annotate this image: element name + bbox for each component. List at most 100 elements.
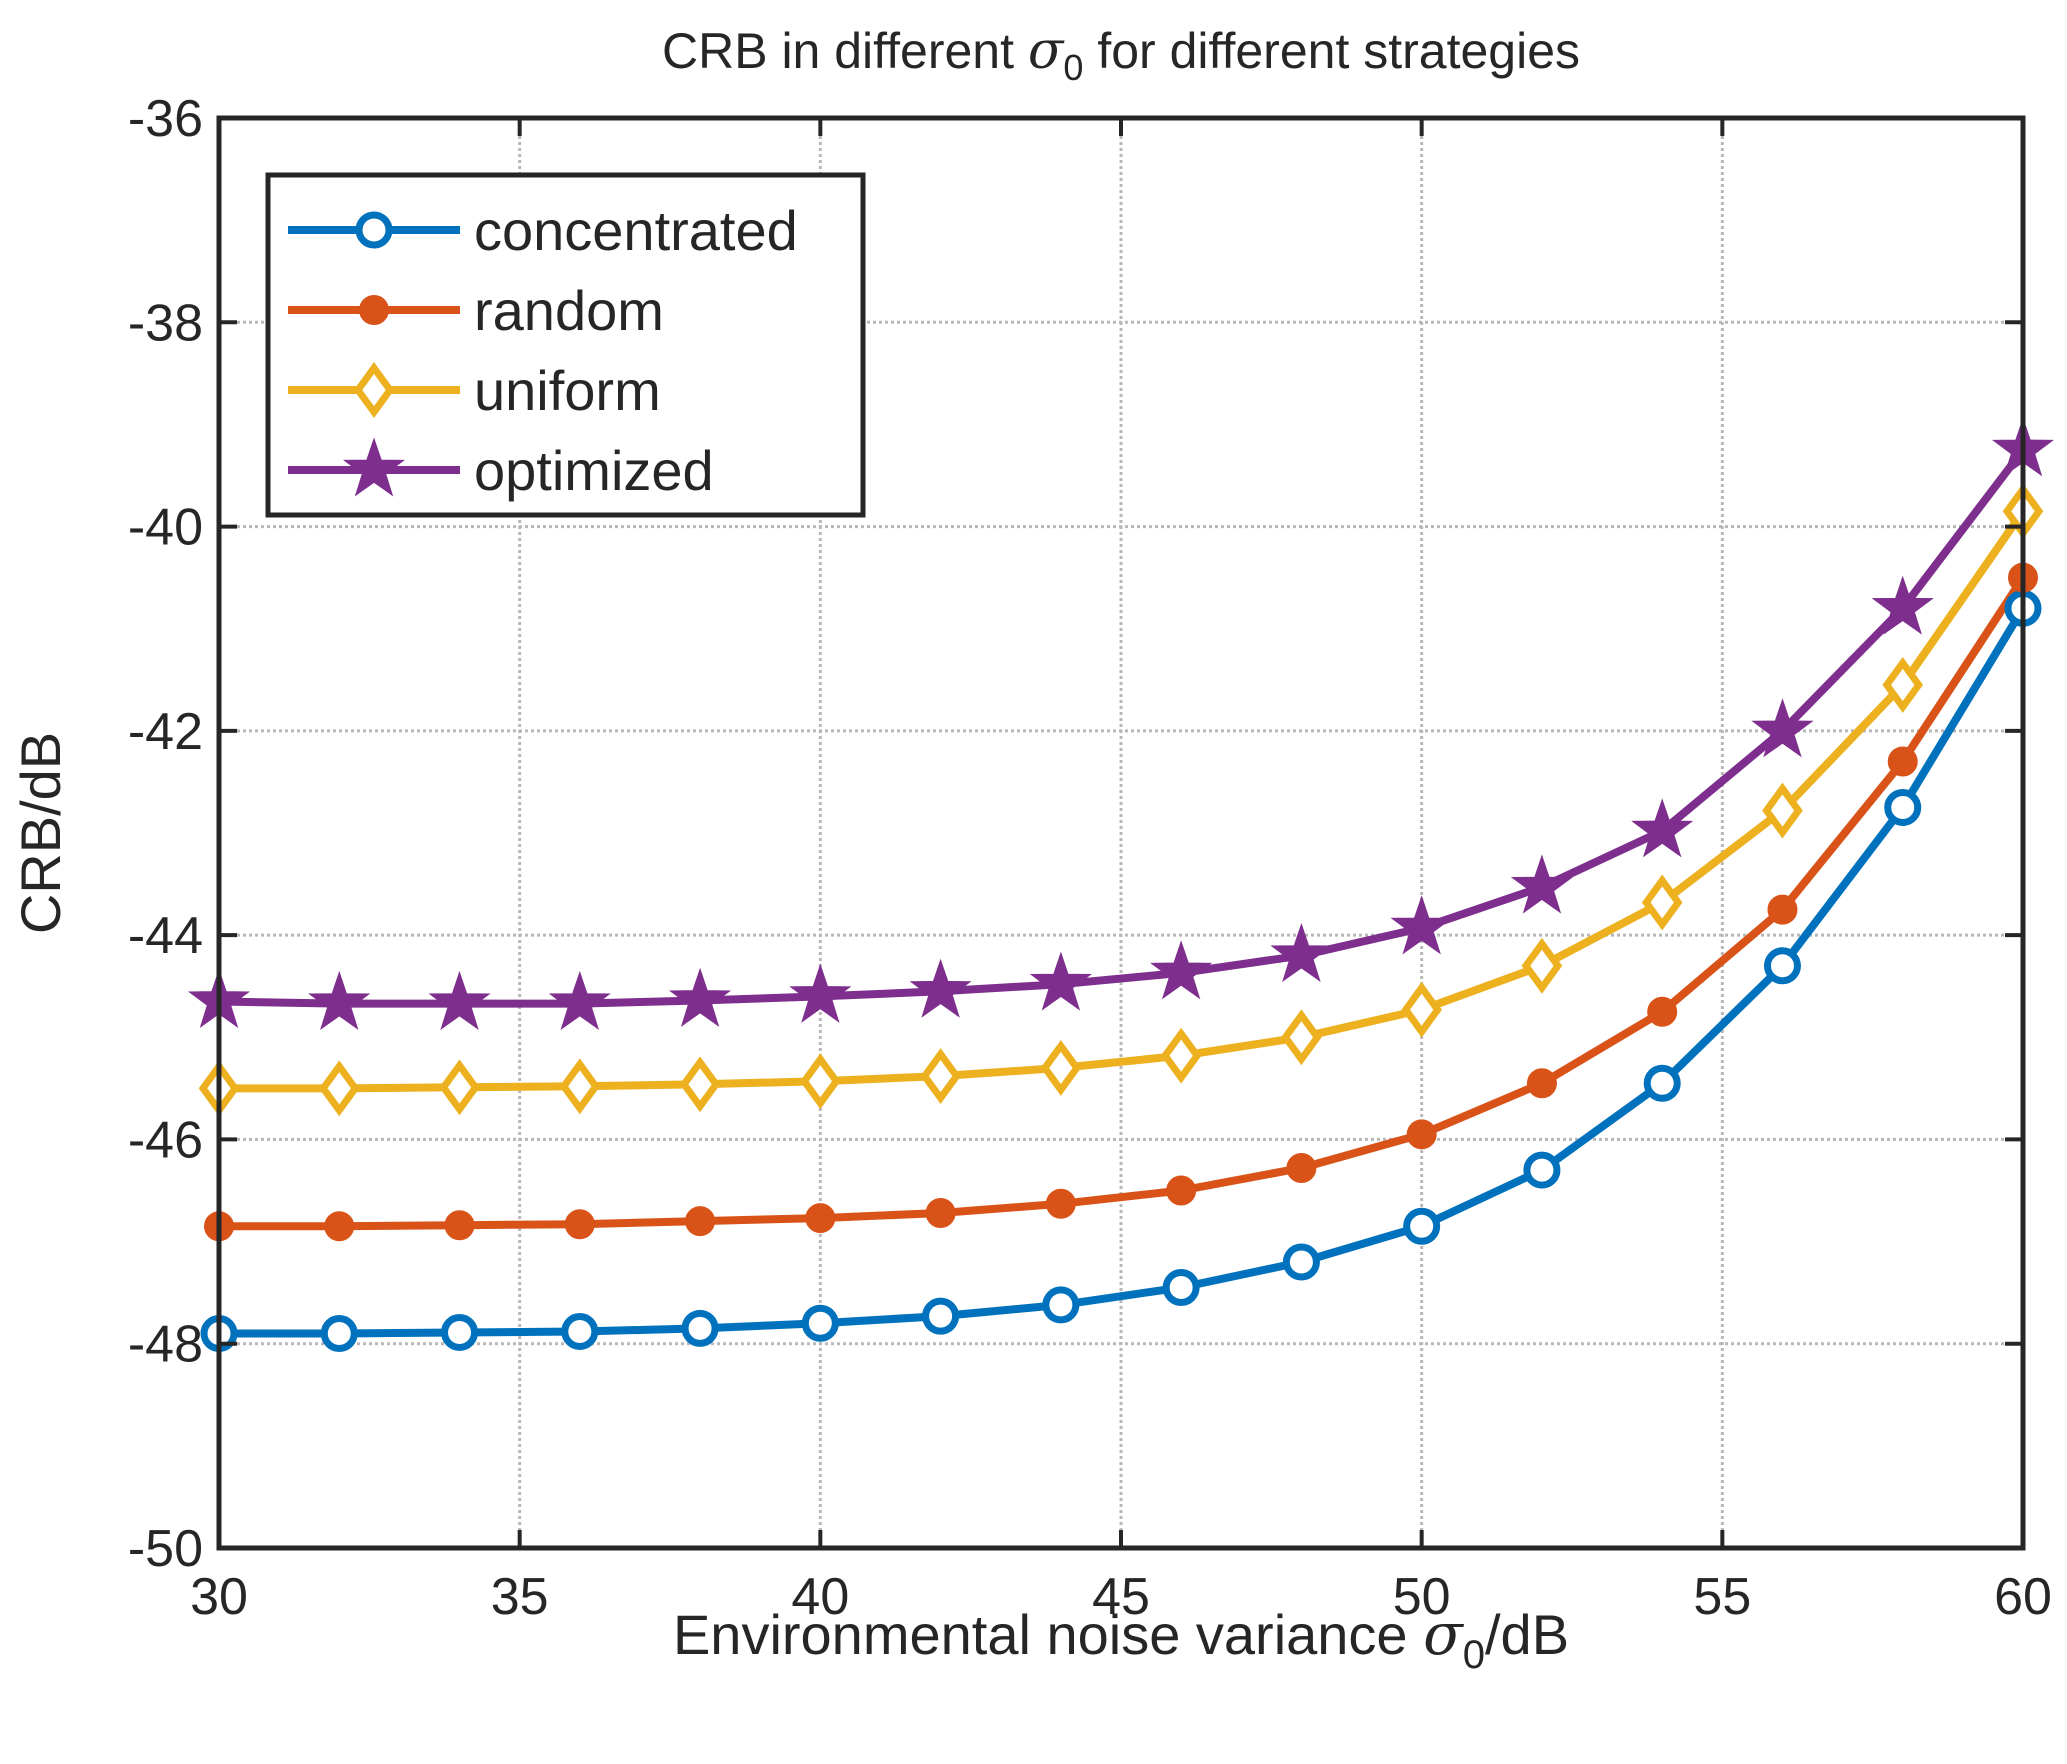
legend-label-random: random xyxy=(474,279,664,342)
series-line-optimized xyxy=(215,446,2027,1008)
x-axis-label-symbol: σ xyxy=(1423,1600,1464,1668)
data-point-optimized xyxy=(548,970,611,1030)
data-point-optimized xyxy=(308,970,371,1030)
legend-marker-concentrated xyxy=(355,211,393,249)
y-tick-label: -36 xyxy=(128,90,203,148)
data-point-concentrated xyxy=(922,1297,960,1335)
legend-marker-optimized xyxy=(342,437,406,497)
y-tick-label: -48 xyxy=(128,1316,203,1374)
data-point-uniform xyxy=(1401,981,1442,1038)
x-tick-label: 30 xyxy=(190,1568,248,1626)
data-point-random xyxy=(685,1206,716,1237)
data-point-uniform xyxy=(559,1058,601,1115)
chart-title: CRB in different σ0 for different strate… xyxy=(662,21,1580,88)
legend-entry-random: random xyxy=(288,279,664,342)
data-point-optimized xyxy=(428,970,491,1030)
series-lines xyxy=(215,446,2027,1338)
data-point-random xyxy=(1647,996,1678,1027)
data-point-uniform xyxy=(1281,1009,1322,1066)
x-tick-label: 60 xyxy=(1994,1568,2052,1626)
data-point-random xyxy=(1887,746,1918,777)
grid xyxy=(219,118,2023,1548)
legend-label-uniform: uniform xyxy=(474,359,661,422)
chart-title-prefix: CRB in different xyxy=(662,23,1028,79)
data-point-random xyxy=(1406,1119,1437,1150)
legend-label-optimized: optimized xyxy=(474,439,714,502)
data-point-uniform xyxy=(920,1048,961,1105)
data-point-random xyxy=(1045,1188,1076,1219)
data-point-random xyxy=(1526,1068,1557,1099)
chart-title-subscript: 0 xyxy=(1063,47,1083,88)
x-axis-label: Environmental noise variance σ0/dB xyxy=(673,1600,1569,1677)
data-point-random xyxy=(1286,1153,1317,1184)
data-point-concentrated xyxy=(1643,1064,1681,1102)
data-point-optimized xyxy=(1510,854,1574,914)
data-point-optimized xyxy=(909,958,972,1018)
series-line-concentrated xyxy=(215,604,2027,1338)
data-point-optimized xyxy=(668,967,732,1028)
data-point-uniform xyxy=(1641,874,1683,931)
x-tick-label: 45 xyxy=(1092,1568,1150,1626)
chart-title-suffix: for different strategies xyxy=(1083,23,1580,79)
data-point-optimized xyxy=(1150,940,1213,1000)
series-line-random xyxy=(215,573,2027,1231)
chart-title-symbol: σ xyxy=(1028,21,1065,81)
data-point-concentrated xyxy=(441,1313,479,1351)
data-point-concentrated xyxy=(681,1309,719,1347)
data-point-optimized xyxy=(1631,798,1694,858)
legend-entry-concentrated: concentrated xyxy=(288,199,798,262)
data-point-uniform xyxy=(318,1060,360,1117)
x-tick-label: 40 xyxy=(791,1568,849,1626)
data-point-concentrated xyxy=(1282,1243,1320,1281)
data-point-random xyxy=(1166,1175,1197,1206)
data-point-concentrated xyxy=(1042,1286,1080,1324)
data-point-random xyxy=(925,1197,956,1228)
y-tick-label: -46 xyxy=(128,1111,203,1169)
y-tick-label: -44 xyxy=(128,907,203,965)
series-markers xyxy=(187,417,2055,1352)
data-point-uniform xyxy=(679,1056,721,1113)
data-point-optimized xyxy=(1270,922,1333,982)
data-point-optimized xyxy=(789,963,852,1023)
axes-box xyxy=(216,115,2026,1551)
data-point-uniform xyxy=(1762,782,1803,839)
x-axis-label-suffix: /dB xyxy=(1485,1603,1569,1666)
data-point-uniform xyxy=(1521,937,1563,994)
x-tick-label: 55 xyxy=(1693,1568,1751,1626)
data-point-concentrated xyxy=(1162,1269,1200,1307)
legend: concentrated random uniform optimized xyxy=(265,172,866,518)
y-tick-label: -38 xyxy=(128,294,203,352)
data-point-optimized xyxy=(1029,951,1092,1011)
data-point-uniform xyxy=(1160,1027,1202,1084)
legend-label-concentrated: concentrated xyxy=(474,199,798,262)
data-point-concentrated xyxy=(1763,947,1801,985)
data-point-uniform xyxy=(1040,1039,1082,1096)
data-point-uniform xyxy=(439,1059,480,1116)
data-point-uniform xyxy=(800,1053,841,1110)
x-tick-label: 35 xyxy=(491,1568,549,1626)
data-point-concentrated xyxy=(1523,1151,1561,1189)
x-axis-label-prefix: Environmental noise variance xyxy=(673,1603,1423,1666)
x-axis-label-subscript: 0 xyxy=(1463,1633,1485,1677)
series-line-uniform xyxy=(215,507,2027,1093)
data-point-uniform xyxy=(1882,656,1924,713)
data-point-optimized xyxy=(1390,895,1453,955)
y-axis-label: CRB/dB xyxy=(9,732,72,934)
data-point-optimized xyxy=(1751,698,1814,758)
data-point-concentrated xyxy=(801,1304,839,1342)
data-point-random xyxy=(564,1209,595,1240)
data-point-concentrated xyxy=(320,1315,358,1352)
y-tick-label: -40 xyxy=(128,499,203,557)
data-point-random xyxy=(444,1210,475,1241)
data-point-random xyxy=(805,1203,836,1234)
data-point-random xyxy=(324,1211,355,1242)
y-tick-label: -50 xyxy=(128,1520,203,1578)
x-tick-label: 50 xyxy=(1393,1568,1451,1626)
tick-labels: 30 35 40 45 50 55 60 -50 -48 -46 -44 -42 -40 -38 -36 xyxy=(128,90,2052,1626)
legend-marker-uniform xyxy=(353,362,395,418)
legend-marker-random xyxy=(359,295,389,325)
legend-entry-uniform: uniform xyxy=(288,359,661,422)
legend-entry-optimized: optimized xyxy=(288,437,714,502)
data-point-concentrated xyxy=(561,1312,599,1350)
